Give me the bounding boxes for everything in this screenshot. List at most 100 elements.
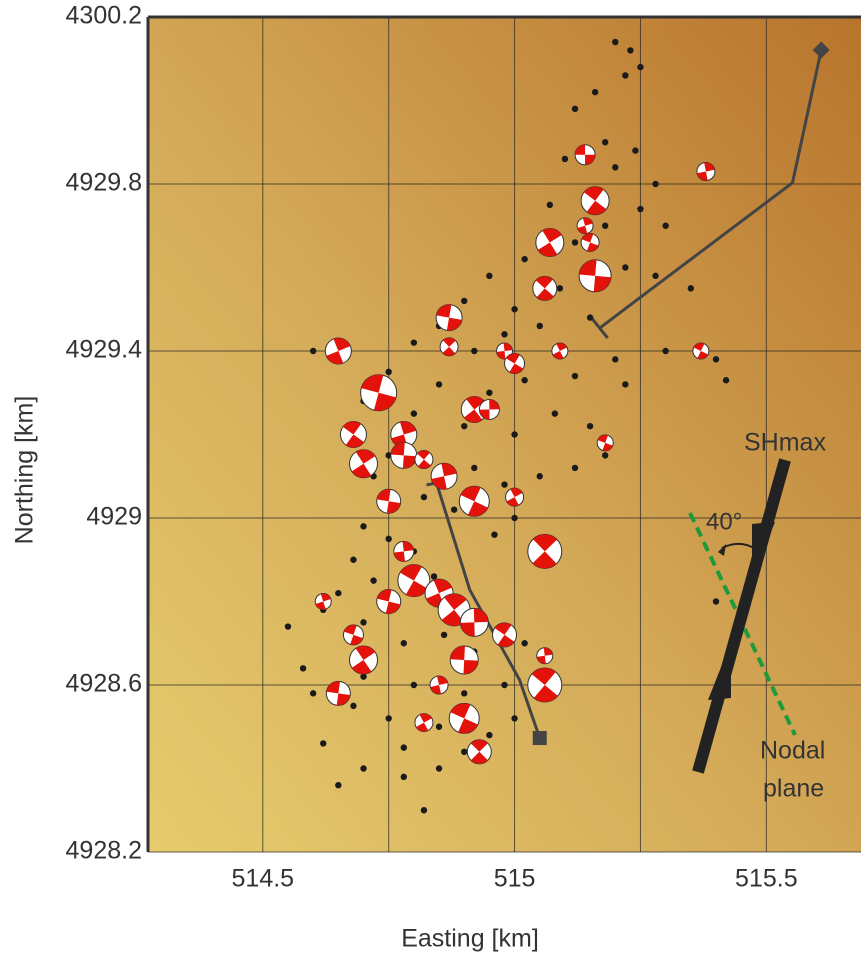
event-dot: [411, 682, 417, 688]
focal-mechanism: [581, 233, 599, 251]
event-dot: [501, 481, 507, 487]
event-dot: [461, 690, 467, 696]
event-dot: [632, 147, 638, 153]
event-dot: [713, 598, 719, 604]
event-dot: [370, 577, 376, 583]
event-dot: [688, 285, 694, 291]
focal-mechanism: [340, 422, 366, 448]
event-dot: [431, 573, 437, 579]
event-dot: [436, 381, 442, 387]
event-dot: [662, 348, 668, 354]
event-dot: [572, 106, 578, 112]
event-dot: [622, 72, 628, 78]
event-dot: [572, 465, 578, 471]
focal-mechanism: [528, 668, 562, 702]
event-dot: [335, 782, 341, 788]
event-dot: [385, 715, 391, 721]
focal-mechanism: [430, 676, 448, 694]
focal-mechanism: [377, 590, 401, 614]
shmax-label: SHmax: [744, 429, 826, 457]
well-head: [533, 731, 547, 745]
angle-label: 40°: [706, 508, 742, 535]
event-dot: [451, 506, 457, 512]
focal-mechanism: [315, 594, 331, 610]
focal-mechanism: [528, 534, 562, 568]
x-axis-label: Easting [km]: [401, 925, 539, 953]
event-dot: [652, 181, 658, 187]
event-dot: [562, 156, 568, 162]
focal-mechanism: [581, 187, 609, 215]
x-tick-label: 515.5: [735, 865, 798, 893]
event-dot: [547, 202, 553, 208]
event-dot: [411, 339, 417, 345]
event-dot: [401, 774, 407, 780]
event-dot: [486, 732, 492, 738]
event-dot: [602, 223, 608, 229]
focal-mechanism: [537, 648, 553, 664]
focal-mechanism: [436, 305, 462, 331]
event-dot: [557, 285, 563, 291]
focal-mechanism: [697, 162, 715, 180]
focal-mechanism: [460, 608, 488, 636]
event-dot: [486, 273, 492, 279]
event-dot: [511, 306, 517, 312]
y-tick-label: 4929.4: [66, 336, 143, 364]
event-dot: [612, 164, 618, 170]
focal-mechanism: [597, 435, 613, 451]
event-dot: [652, 273, 658, 279]
event-dot: [511, 515, 517, 521]
focal-mechanism: [377, 489, 401, 513]
focal-mechanism: [575, 145, 595, 165]
focal-mechanism: [391, 442, 417, 468]
focal-mechanism: [326, 681, 350, 705]
focal-mechanism: [415, 714, 433, 732]
event-dot: [723, 377, 729, 383]
focal-mechanism: [467, 740, 491, 764]
focal-mechanism: [440, 338, 458, 356]
event-dot: [471, 465, 477, 471]
focal-mechanism: [449, 703, 479, 733]
x-tick-label: 514.5: [232, 865, 295, 893]
event-dot: [622, 264, 628, 270]
page: {"chart_data": { "type": "scatter", "x_l…: [0, 0, 861, 961]
focal-mechanism: [577, 218, 593, 234]
event-dot: [537, 473, 543, 479]
event-dot: [320, 740, 326, 746]
nodal-plane-label: Nodal: [760, 737, 825, 765]
event-dot: [637, 206, 643, 212]
event-dot: [461, 298, 467, 304]
event-dot: [436, 724, 442, 730]
focal-mechanism: [579, 260, 611, 292]
event-dot: [612, 39, 618, 45]
focal-mechanism: [505, 354, 525, 374]
focal-mechanism: [343, 625, 363, 645]
event-dot: [335, 590, 341, 596]
x-tick-label: 515: [494, 865, 536, 893]
event-dot: [602, 452, 608, 458]
event-dot: [572, 239, 578, 245]
event-dot: [385, 369, 391, 375]
y-axis-label: Northing [km]: [11, 396, 39, 545]
focal-mechanism: [459, 486, 489, 516]
focal-mechanism: [479, 399, 499, 419]
focal-mechanism: [431, 463, 457, 489]
focal-mechanism: [325, 338, 351, 364]
focal-mechanism: [693, 343, 709, 359]
y-tick-label: 4929.8: [66, 169, 142, 197]
event-dot: [501, 682, 507, 688]
event-dot: [401, 640, 407, 646]
event-dot: [572, 373, 578, 379]
event-dot: [360, 523, 366, 529]
focal-mechanism: [533, 276, 557, 300]
event-dot: [461, 749, 467, 755]
focal-mechanism: [361, 375, 397, 411]
event-dot: [587, 314, 593, 320]
focal-mechanism: [350, 646, 378, 674]
y-tick-label: 4928.2: [66, 837, 142, 865]
map-chart: SHmax 40° Nodal plane Easting [km] North…: [0, 0, 861, 961]
event-dot: [552, 410, 558, 416]
event-dot: [627, 47, 633, 53]
event-dot: [421, 807, 427, 813]
y-tick-label: 4928.6: [66, 670, 142, 698]
event-dot: [602, 139, 608, 145]
